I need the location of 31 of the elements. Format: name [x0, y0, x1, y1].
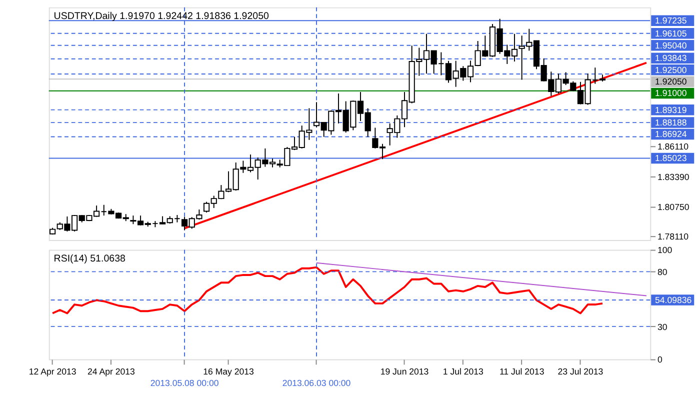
x-tick-label: 11 Jul 2013 — [499, 366, 544, 376]
ref-line-label: 1.96105 — [655, 28, 687, 38]
x-tick-label: 2013.06.03 00:00 — [282, 378, 351, 388]
ref-line-label: 1.85023 — [655, 153, 687, 164]
ref-line-label: 1.86924 — [655, 129, 687, 140]
ref-line-label: 54.09836 — [655, 294, 692, 305]
chart-title: RSI(14) 51.0638 — [54, 254, 126, 265]
y-tick-label: 0 — [657, 354, 662, 365]
ref-line-label: 1.92050 — [655, 76, 687, 87]
y-tick-label: 1.80750 — [657, 202, 690, 212]
y-tick-label: 1.83390 — [657, 172, 690, 182]
y-tick-label: 80 — [657, 267, 668, 278]
y-tick-label: 1.78110 — [657, 231, 689, 242]
x-tick-label: 19 Jun 2013 — [380, 366, 429, 376]
ref-line-label: 1.92500 — [655, 64, 687, 75]
x-tick-label: 1 Jul 2013 — [442, 366, 484, 376]
chart-title: USDTRY,Daily 1.91970 1.92442 1.91836 1.92050 — [54, 11, 270, 22]
ref-line-label: 1.93843 — [655, 53, 687, 64]
ref-line-label: 1.88188 — [655, 117, 687, 128]
x-tick-label: 16 May 2013 — [203, 366, 254, 376]
y-tick-label: 1.86110 — [657, 141, 689, 152]
y-tick-label: 100 — [657, 245, 672, 256]
x-tick-label: 24 Apr 2013 — [88, 366, 135, 376]
x-tick-label: 12 Apr 2013 — [28, 366, 76, 376]
ref-line-label: 1.91000 — [655, 88, 687, 98]
x-tick-label: 2013.05.08 00:00 — [150, 378, 219, 388]
ref-line-label: 1.89319 — [655, 104, 687, 115]
x-tick-label: 23 Jul 2013 — [558, 366, 604, 376]
ref-line-label: 1.97235 — [655, 16, 687, 26]
y-tick-label: 30 — [657, 322, 668, 332]
ref-line-label: 1.95040 — [655, 40, 687, 50]
